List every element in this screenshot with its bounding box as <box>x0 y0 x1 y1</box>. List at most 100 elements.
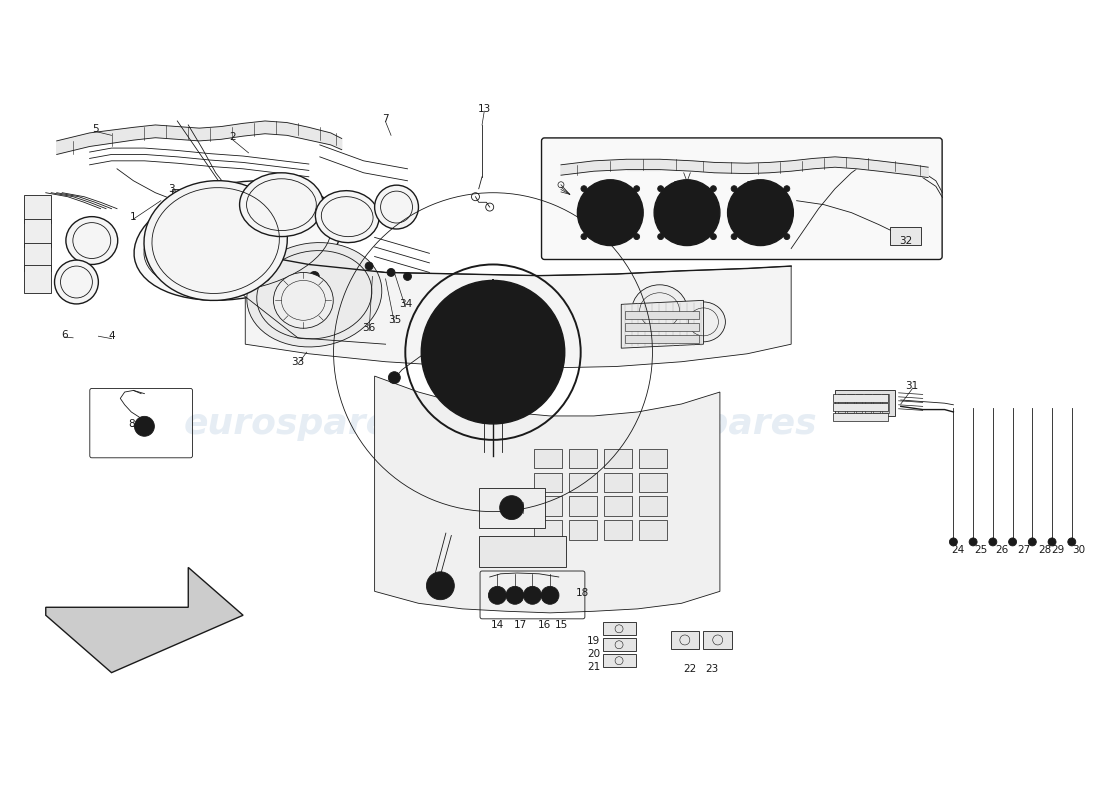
Polygon shape <box>813 157 835 169</box>
Text: 10: 10 <box>673 182 686 191</box>
Bar <box>603 638 636 651</box>
Circle shape <box>732 186 737 192</box>
Circle shape <box>711 234 716 240</box>
Circle shape <box>757 209 764 217</box>
Circle shape <box>683 181 691 189</box>
Text: 2: 2 <box>229 132 235 142</box>
Circle shape <box>683 209 691 217</box>
Bar <box>865 394 871 413</box>
Bar <box>833 394 888 402</box>
Text: 8: 8 <box>128 419 134 429</box>
Text: 15: 15 <box>554 620 568 630</box>
Circle shape <box>732 234 737 240</box>
Polygon shape <box>912 165 928 178</box>
Bar <box>625 310 700 318</box>
Circle shape <box>211 271 221 282</box>
Text: 4: 4 <box>108 331 114 342</box>
Text: 32: 32 <box>900 235 913 246</box>
Text: 5: 5 <box>91 124 98 134</box>
Text: 27: 27 <box>1016 545 1031 555</box>
Bar <box>671 631 700 649</box>
Circle shape <box>634 186 639 192</box>
Bar <box>24 195 52 223</box>
Polygon shape <box>331 133 342 150</box>
Text: eurospares: eurospares <box>184 407 412 441</box>
Ellipse shape <box>375 185 418 229</box>
Ellipse shape <box>274 273 333 328</box>
Bar <box>890 227 921 245</box>
Polygon shape <box>221 123 243 139</box>
Circle shape <box>591 193 630 233</box>
Circle shape <box>488 586 506 604</box>
Circle shape <box>654 180 719 246</box>
Bar <box>882 394 889 413</box>
Circle shape <box>162 271 172 282</box>
Ellipse shape <box>144 181 287 301</box>
Polygon shape <box>375 376 719 613</box>
Polygon shape <box>857 158 879 171</box>
Bar <box>625 334 700 342</box>
Bar <box>569 449 597 468</box>
Circle shape <box>740 193 780 233</box>
Bar <box>24 243 52 271</box>
Circle shape <box>388 372 400 384</box>
Polygon shape <box>660 159 693 171</box>
Text: 18: 18 <box>576 588 590 598</box>
Polygon shape <box>769 161 791 173</box>
Circle shape <box>541 586 559 604</box>
Bar <box>569 473 597 492</box>
Circle shape <box>524 586 541 604</box>
Bar <box>639 473 668 492</box>
Polygon shape <box>245 253 791 368</box>
Text: eurospares: eurospares <box>590 407 817 441</box>
Circle shape <box>1028 538 1036 546</box>
Text: 6: 6 <box>62 330 68 340</box>
Bar <box>873 394 880 413</box>
Text: 11: 11 <box>746 182 759 191</box>
Polygon shape <box>177 126 199 141</box>
Circle shape <box>365 262 373 270</box>
Text: 28: 28 <box>1037 545 1050 555</box>
Bar <box>478 488 544 527</box>
Bar <box>534 473 562 492</box>
Polygon shape <box>265 121 287 135</box>
Text: 7: 7 <box>383 114 389 124</box>
Text: 36: 36 <box>363 323 376 334</box>
Polygon shape <box>747 162 769 174</box>
Circle shape <box>989 538 997 546</box>
Bar <box>172 189 216 209</box>
Ellipse shape <box>240 173 323 237</box>
Bar <box>534 520 562 539</box>
Bar <box>639 520 668 539</box>
Bar <box>835 390 895 416</box>
Polygon shape <box>714 162 747 174</box>
Polygon shape <box>199 126 221 141</box>
Bar <box>833 403 888 411</box>
Text: 24: 24 <box>952 545 965 555</box>
Ellipse shape <box>55 260 98 304</box>
Polygon shape <box>627 159 660 170</box>
Bar <box>24 266 52 293</box>
Bar <box>833 413 888 421</box>
Circle shape <box>581 186 587 192</box>
Ellipse shape <box>246 242 382 347</box>
Text: 22: 22 <box>684 664 697 674</box>
Circle shape <box>134 416 154 436</box>
Text: 12: 12 <box>433 589 447 598</box>
Text: 35: 35 <box>387 315 402 326</box>
Text: 26: 26 <box>996 545 1009 555</box>
Circle shape <box>427 572 454 600</box>
Text: 9: 9 <box>607 182 614 191</box>
Circle shape <box>309 271 319 282</box>
Text: 30: 30 <box>1071 545 1085 555</box>
Polygon shape <box>287 122 309 140</box>
Text: 31: 31 <box>905 381 918 390</box>
Polygon shape <box>879 161 912 175</box>
Circle shape <box>260 271 270 282</box>
Circle shape <box>1068 538 1076 546</box>
Text: 23: 23 <box>705 664 719 674</box>
Text: 29: 29 <box>1050 545 1064 555</box>
Polygon shape <box>133 125 155 140</box>
Bar <box>856 394 862 413</box>
Circle shape <box>658 234 663 240</box>
